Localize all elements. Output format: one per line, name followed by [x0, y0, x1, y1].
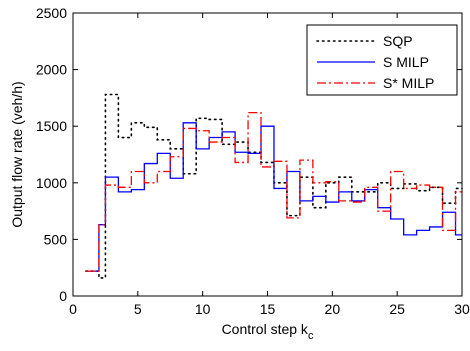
x-axis-title: Control step kc	[222, 321, 314, 342]
legend-label-2: S MILP	[383, 54, 429, 70]
legend-items: SQP S MILP S* MILP	[316, 33, 434, 91]
ticks-layer: 0 5 10 15 20 25 30 0 500 1000 1500 2000 2500	[36, 5, 470, 317]
x-tick-label: 0	[69, 301, 77, 317]
x-tick-label: 20	[325, 301, 341, 317]
y-tick-label: 2500	[36, 5, 67, 21]
x-tick-label: 15	[260, 301, 276, 317]
x-tick-label: 30	[454, 301, 470, 317]
y-axis-title: Output flow rate (veh/h)	[9, 81, 25, 227]
series-line-2	[85, 122, 462, 272]
x-tick-label: 5	[134, 301, 142, 317]
legend-box	[306, 24, 458, 96]
series-line-3	[85, 111, 462, 272]
y-tick-label: 2000	[36, 62, 67, 78]
x-axis-title-main: Control step k	[222, 321, 309, 337]
y-tick-label: 1000	[36, 175, 67, 191]
series-line-1	[85, 93, 463, 279]
x-tick-label: 25	[389, 301, 405, 317]
legend-label-1: SQP	[383, 33, 413, 49]
y-tick-label: 0	[59, 288, 67, 304]
x-axis-title-subscript: c	[308, 330, 314, 342]
y-tick-label: 500	[44, 231, 68, 247]
x-tick-label: 10	[195, 301, 211, 317]
legend: SQP S MILP S* MILP	[306, 24, 458, 96]
series-layer	[85, 93, 463, 279]
legend-label-3: S* MILP	[383, 75, 434, 91]
y-tick-label: 1500	[36, 118, 67, 134]
